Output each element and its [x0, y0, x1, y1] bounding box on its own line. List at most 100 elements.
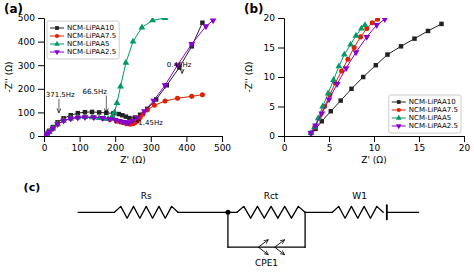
y-axis-tick: 0 — [269, 131, 284, 141]
data-point — [336, 62, 343, 68]
x-axis-tick-mark — [419, 136, 420, 142]
x-axis-tick-label: 0 — [282, 143, 288, 153]
legend-entry: NCM-LiPAA2.5 — [50, 48, 116, 56]
data-point — [439, 22, 443, 26]
y-axis-tick: 400 — [18, 37, 44, 47]
data-point — [150, 99, 157, 105]
y-axis-tick-mark — [278, 136, 284, 137]
data-point — [97, 110, 101, 114]
x-axis-tick-mark — [115, 136, 116, 142]
cpe-symbol — [275, 247, 285, 255]
x-axis-tick-mark — [186, 136, 187, 142]
annotation: 1.45Hz — [138, 119, 163, 127]
data-point — [210, 18, 217, 24]
panel-title: (a) — [4, 2, 23, 16]
x-axis-tick-mark — [329, 136, 330, 142]
data-point — [54, 122, 61, 128]
x-axis-tick-mark — [464, 136, 465, 142]
x-axis-tick: 15 — [414, 136, 425, 153]
y-axis-tick-label: 10 — [264, 72, 276, 82]
circuit-wire — [178, 212, 228, 213]
data-point — [370, 20, 375, 25]
legend-marker — [396, 115, 402, 120]
x-axis-tick-label: 300 — [143, 143, 160, 153]
data-point — [130, 38, 137, 44]
data-point — [129, 119, 136, 125]
data-point — [412, 36, 416, 40]
series-line — [311, 19, 385, 133]
y-axis: 05101520 — [264, 13, 285, 141]
data-point — [162, 18, 169, 20]
y-axis-tick-mark — [38, 112, 44, 113]
x-axis-title: Z' (Ω) — [120, 155, 145, 165]
data-point — [338, 98, 342, 102]
legend-label: NCM-LiPAA5 — [409, 114, 452, 122]
panel: 0510152005101520Z' (Ω)-Z'' (Ω)(b)NCM-LiP… — [244, 2, 470, 165]
y-axis-tick: 15 — [264, 43, 284, 53]
y-axis-line — [278, 19, 285, 137]
data-point — [90, 115, 97, 121]
resistor — [237, 206, 305, 218]
data-point — [50, 126, 57, 132]
plot-area — [44, 18, 216, 136]
data-point — [308, 131, 315, 136]
y-axis-tick: 200 — [18, 84, 44, 94]
x-axis-tick-label: 500 — [214, 143, 231, 153]
legend-entry: NCM-LiPAA10 — [50, 24, 114, 32]
data-point — [353, 50, 360, 56]
x-axis-tick: 400 — [178, 136, 195, 153]
legend-marker — [397, 108, 401, 112]
legend-entry: NCM-LiPAA5 — [50, 40, 110, 48]
y-axis-tick-mark — [38, 42, 44, 43]
legend-entry: NCM-LiPAA7.5 — [50, 32, 116, 40]
legend-box — [389, 95, 461, 133]
data-point — [188, 42, 195, 48]
circuit-wire — [228, 247, 305, 248]
x-axis-tick-mark — [80, 136, 81, 142]
y-axis-tick-mark — [278, 107, 284, 108]
y-axis-title: -Z'' (Ω) — [4, 61, 14, 92]
x-axis-tick-label: 5 — [327, 143, 333, 153]
x-axis-tick: 5 — [327, 136, 333, 153]
y-axis-tick: 20 — [264, 13, 284, 23]
y-axis-tick-mark — [38, 18, 44, 19]
data-point — [106, 117, 113, 123]
data-point — [152, 103, 157, 108]
data-point — [175, 96, 180, 101]
data-point — [312, 123, 319, 129]
data-point — [200, 92, 205, 97]
circuit-wire — [78, 212, 114, 213]
data-point — [189, 94, 194, 99]
component-label: Rct — [264, 191, 279, 201]
cpe-symbol — [258, 240, 268, 248]
x-axis-title: Z' (Ω) — [361, 155, 386, 165]
data-point — [67, 117, 74, 123]
x-axis-tick: 20 — [459, 136, 471, 153]
data-point — [141, 109, 148, 115]
x-axis-tick-label: 200 — [107, 143, 124, 153]
data-point — [139, 24, 146, 30]
y-axis-tick: 10 — [264, 72, 284, 82]
y-axis-tick-label: 300 — [18, 61, 35, 71]
y-axis-tick: 300 — [18, 61, 44, 71]
y-axis-tick-mark — [38, 89, 44, 90]
circuit-wire — [304, 212, 305, 247]
x-axis-tick: 300 — [143, 136, 160, 153]
y-axis-tick-label: 100 — [18, 108, 35, 118]
legend-label: NCM-LiPAA10 — [409, 98, 456, 106]
data-point — [111, 108, 118, 114]
x-axis-tick: 100 — [72, 136, 89, 153]
circuit-wire — [305, 212, 332, 213]
data-point — [362, 21, 369, 27]
y-axis-tick-mark — [38, 136, 44, 137]
data-point — [345, 57, 350, 62]
data-point — [381, 18, 388, 23]
series-line — [45, 23, 202, 136]
data-point — [325, 90, 332, 96]
legend-marker — [54, 50, 60, 55]
series-line — [45, 95, 202, 136]
data-point — [353, 32, 360, 38]
x-axis-tick-label: 10 — [369, 143, 381, 153]
y-axis-tick: 100 — [18, 108, 44, 118]
legend: NCM-LiPAA10NCM-LiPAA7.5NCM-LiPAA5NCM-LiP… — [47, 21, 119, 59]
